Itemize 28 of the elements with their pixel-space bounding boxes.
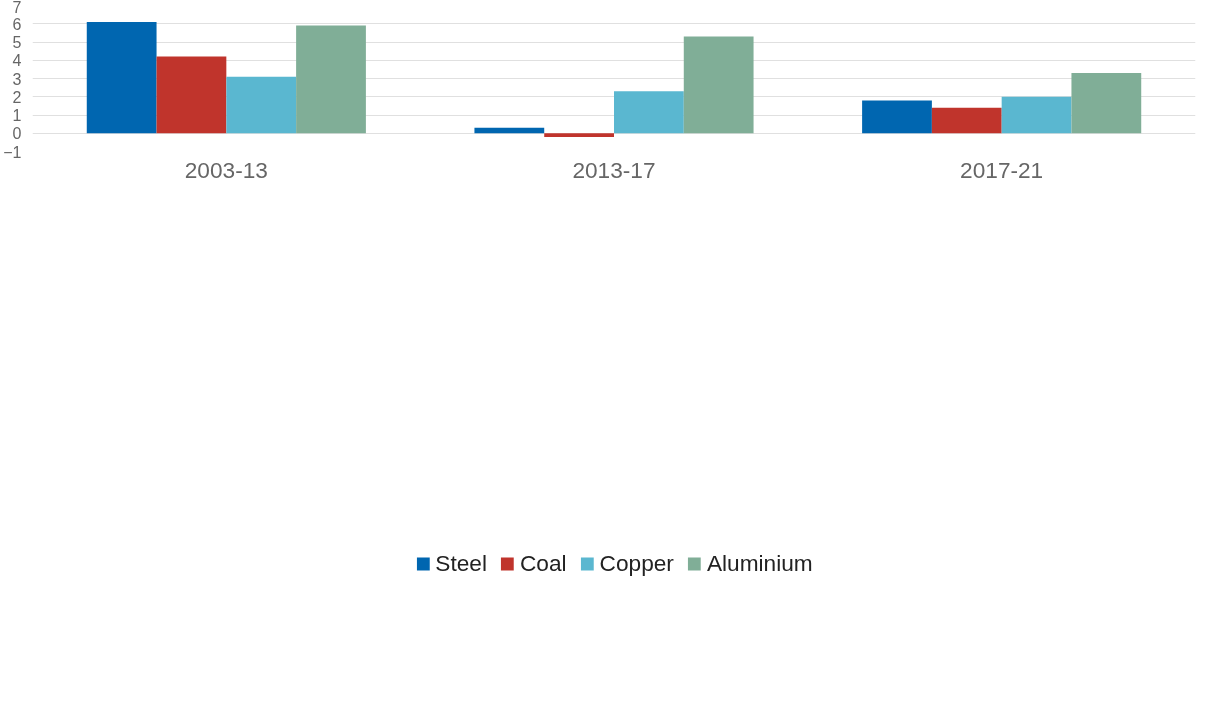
legend-label: Copper [599, 549, 674, 577]
bar [683, 36, 754, 134]
y-tick-label: 4 [12, 52, 22, 70]
bar [931, 107, 1002, 134]
x-tick-label: 2017-21 [960, 156, 1044, 183]
legend-label: Steel [435, 549, 487, 577]
bar [544, 133, 614, 137]
bar [86, 21, 157, 134]
bar [614, 91, 684, 134]
legend-label: Coal [519, 549, 567, 577]
bar [1071, 73, 1142, 134]
x-tick-label: 2013-17 [572, 156, 656, 183]
bar [1001, 96, 1072, 134]
bar [226, 76, 297, 134]
y-tick-label: −1 [3, 143, 22, 161]
y-tick-label: 2 [12, 88, 22, 106]
bar [296, 25, 366, 134]
y-tick-label: 0 [12, 125, 22, 143]
y-tick-label: 5 [12, 34, 22, 51]
bar [862, 100, 932, 134]
x-tick-label: 2003-13 [184, 156, 268, 183]
y-tick-label: 3 [12, 70, 22, 88]
bar [474, 127, 545, 134]
bar [156, 56, 227, 134]
y-tick-label: 1 [12, 107, 22, 124]
y-tick-label: 6 [12, 15, 22, 33]
legend-label: Aluminium [706, 549, 813, 577]
y-tick-label: 7 [12, 0, 22, 16]
